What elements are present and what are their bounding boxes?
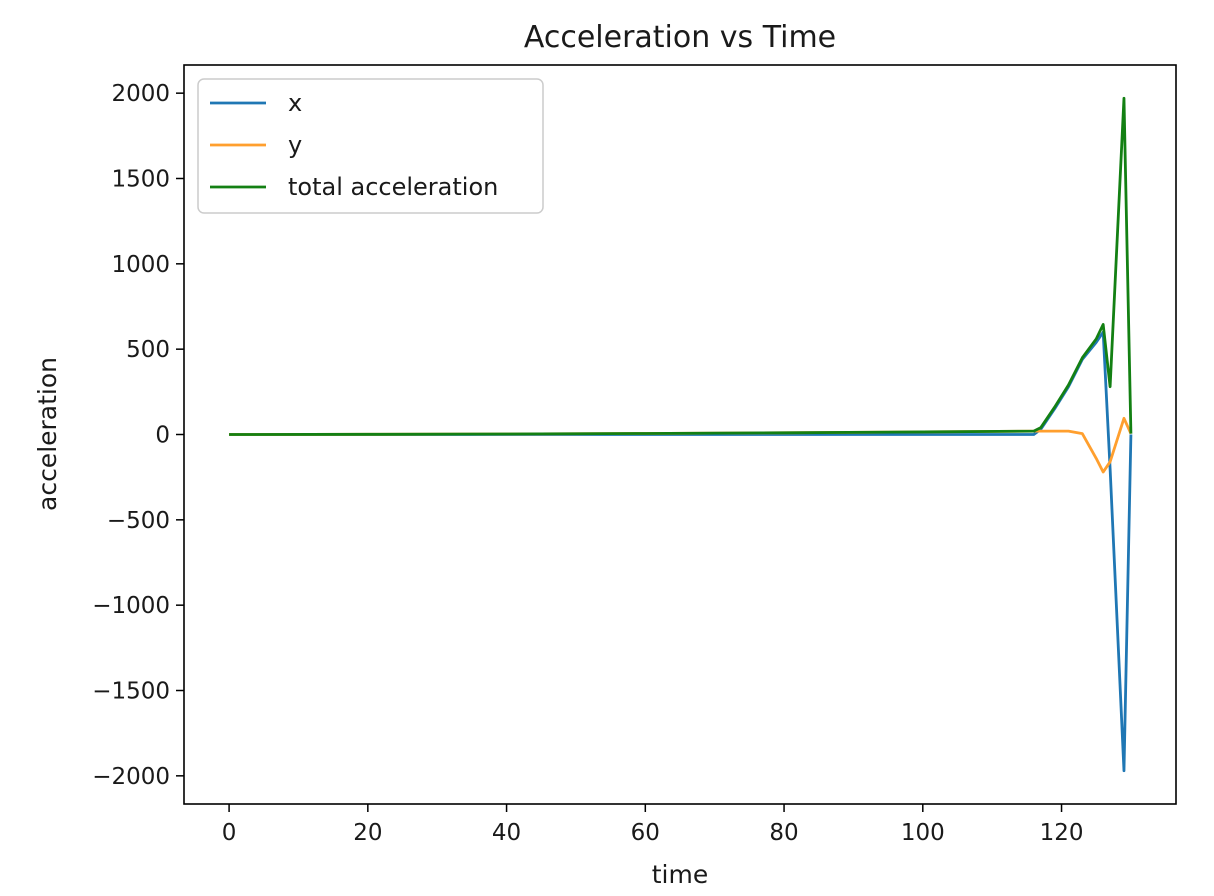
y-tick-label: −1000 [92,593,170,619]
x-tick-label: 80 [769,820,798,846]
legend-label-0: x [288,89,302,117]
y-tick-label: 500 [126,337,170,363]
y-tick-label: 1500 [111,166,170,192]
x-tick-label: 60 [631,820,660,846]
y-axis-label: acceleration [33,357,62,511]
x-tick-label: 40 [492,820,521,846]
x-tick-label: 20 [353,820,382,846]
y-tick-label: 1000 [111,252,170,278]
legend-label-2: total acceleration [288,173,498,201]
legend-box [197,78,544,214]
chart-title: Acceleration vs Time [524,20,836,55]
x-tick-label: 100 [901,820,945,846]
y-tick-label: 2000 [111,81,170,107]
y-tick-label: −2000 [92,764,170,790]
legend: xy total acceleration [197,78,544,214]
x-tick-label: 0 [222,820,237,846]
series-line-2 [229,96,1133,436]
x-tick-label: 120 [1040,820,1084,846]
legend-label-1: y [288,131,302,159]
x-axis: 0 20 40 60 80 100 120 [222,804,1084,846]
y-tick-label: −500 [107,508,170,534]
x-axis-label: time [652,860,708,889]
y-axis: 2000 1500 1000 500 0 −500 −1000 −1500 −2000 [92,81,184,790]
y-tick-label: 0 [155,423,170,449]
series-layer [229,96,1133,773]
y-tick-label: −1500 [92,679,170,705]
